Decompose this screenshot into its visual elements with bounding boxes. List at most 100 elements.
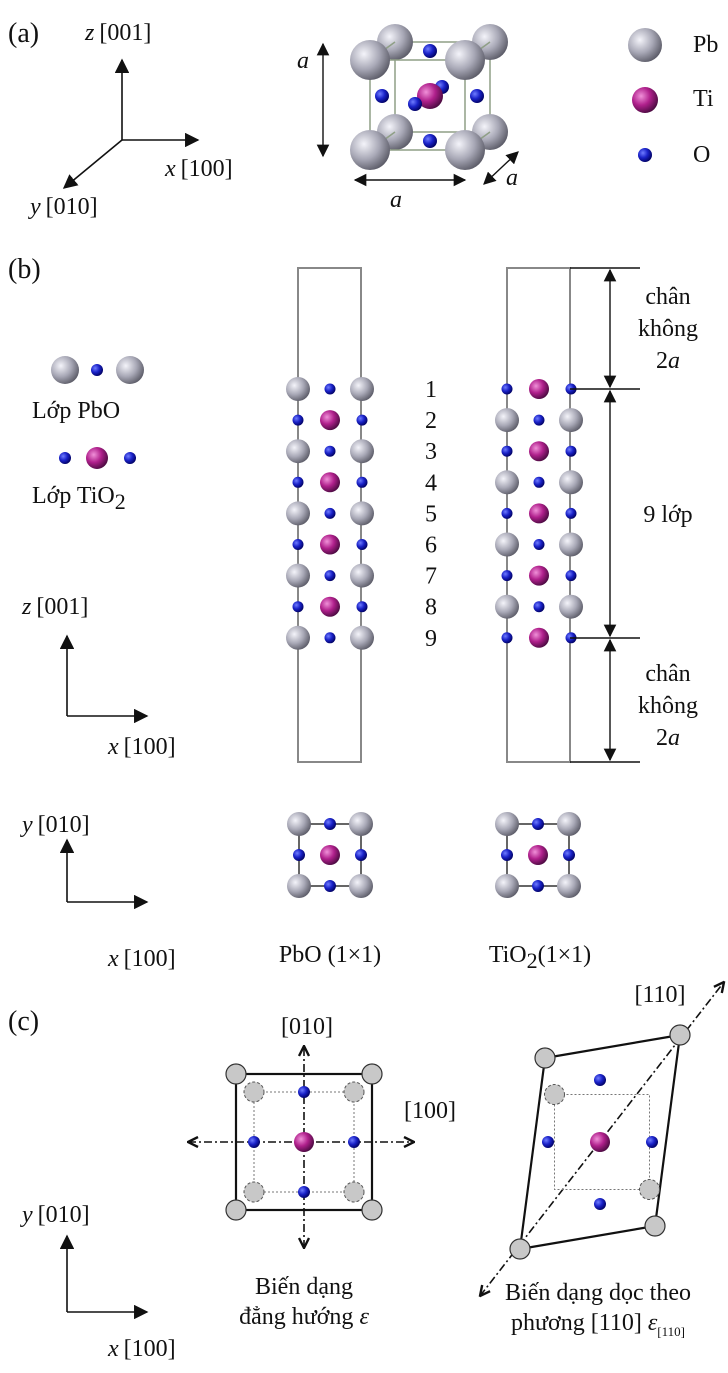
legend-label: Ti <box>693 86 714 112</box>
layer-number: 5 <box>425 501 437 527</box>
atom-ti <box>320 535 340 555</box>
atom-ti <box>320 472 340 492</box>
axis-direction: [100] <box>124 734 176 760</box>
strained-site <box>645 1216 665 1236</box>
vacuum-factor: 2 <box>656 725 668 751</box>
atom-pb <box>350 40 390 80</box>
atom-o <box>502 508 513 519</box>
original-site <box>244 1182 264 1202</box>
atom-o <box>534 539 545 550</box>
atom-ti <box>529 441 549 461</box>
subscript: 2 <box>527 948 538 973</box>
layer-number: 3 <box>425 439 437 465</box>
vacuum-label: 2a <box>656 348 680 374</box>
thickness-label: 9 lớp <box>643 502 692 528</box>
atom-o <box>534 477 545 488</box>
direction-label: [110] <box>634 982 685 1008</box>
atom-o <box>534 601 545 612</box>
atom-o <box>293 415 304 426</box>
vacuum-label: không <box>638 316 698 342</box>
axis-direction: [010] <box>38 1202 90 1228</box>
axis-name: x <box>107 946 119 972</box>
atom-o <box>357 601 368 612</box>
atom-o <box>502 384 513 395</box>
atom-o <box>59 452 71 464</box>
layer-number: 4 <box>425 470 437 496</box>
atom-o <box>357 415 368 426</box>
page: PbTiO3 slab diagram html, body { margin:… <box>0 0 728 1373</box>
atom-o <box>293 539 304 550</box>
atom-o <box>293 601 304 612</box>
atom-pb <box>559 470 583 494</box>
original-site <box>244 1082 264 1102</box>
atom-o <box>293 849 305 861</box>
axis-name: x <box>107 1336 119 1362</box>
axis-label: y[010] <box>20 812 90 838</box>
atom-o <box>355 849 367 861</box>
lattice-label: a <box>390 187 402 213</box>
axis-label: y[010] <box>28 194 98 220</box>
axis-direction: [010] <box>46 194 98 220</box>
layer-label: Lớp PbO <box>32 398 120 424</box>
body: { "panel_a": { "label": "(a)", "axis_z":… <box>0 0 728 1373</box>
atom-o <box>375 89 389 103</box>
axis-direction: [100] <box>124 946 176 972</box>
panel-label: (a) <box>8 18 39 49</box>
caption: phương [110] ε[110] <box>511 1310 685 1339</box>
vacuum-unit: a <box>668 725 680 751</box>
layer-number: 7 <box>425 564 437 590</box>
layer-number: 9 <box>425 626 437 652</box>
atom-ti <box>86 447 108 469</box>
vacuum-label: không <box>638 693 698 719</box>
atom-pb <box>495 470 519 494</box>
axis-label: x[100] <box>107 946 176 972</box>
atom-ti <box>529 379 549 399</box>
atom-pb <box>51 356 79 384</box>
atom-pb <box>350 564 374 588</box>
atom-o <box>293 477 304 488</box>
original-site <box>640 1180 660 1200</box>
atom-o <box>502 446 513 457</box>
atom-o <box>324 880 336 892</box>
atom-pb <box>116 356 144 384</box>
atom-pb <box>557 812 581 836</box>
atom-o <box>532 818 544 830</box>
strain-symbol: ε <box>359 1304 369 1330</box>
direction-label: [010] <box>281 1014 333 1040</box>
vacuum-label: chân <box>645 284 690 310</box>
top-views <box>287 812 581 898</box>
panel-label: (b) <box>8 254 41 285</box>
panel-label: (c) <box>8 1006 39 1037</box>
atom-o <box>594 1074 606 1086</box>
atom-pb <box>559 408 583 432</box>
axis-line <box>64 140 122 188</box>
layer-text: Lớp TiO <box>32 483 115 509</box>
atom-ti <box>320 410 340 430</box>
isotropic-strain-diagram <box>188 1046 414 1248</box>
legend-label: O <box>693 142 710 168</box>
vacuum-label: chân <box>645 661 690 687</box>
axis-direction: [001] <box>36 594 88 620</box>
atom-pb <box>350 439 374 463</box>
atom-pb <box>286 564 310 588</box>
atom-ti <box>529 628 549 648</box>
caption: TiO2(1×1) <box>489 942 591 973</box>
atom-o <box>408 97 422 111</box>
axis-name: z <box>84 20 95 46</box>
atom-o <box>357 477 368 488</box>
atom-o <box>325 632 336 643</box>
subscript: [110] <box>657 1324 685 1339</box>
atom-o <box>348 1136 360 1148</box>
atom-o <box>502 570 513 581</box>
atom-o <box>325 570 336 581</box>
atom-o <box>594 1198 606 1210</box>
atom-pb <box>628 28 662 62</box>
vacuum-factor: 2 <box>656 348 668 374</box>
atom-pb <box>445 130 485 170</box>
original-site <box>344 1182 364 1202</box>
atom-o <box>534 415 545 426</box>
direction-label: [100] <box>404 1098 456 1124</box>
original-site <box>545 1085 565 1105</box>
atom-o <box>325 446 336 457</box>
